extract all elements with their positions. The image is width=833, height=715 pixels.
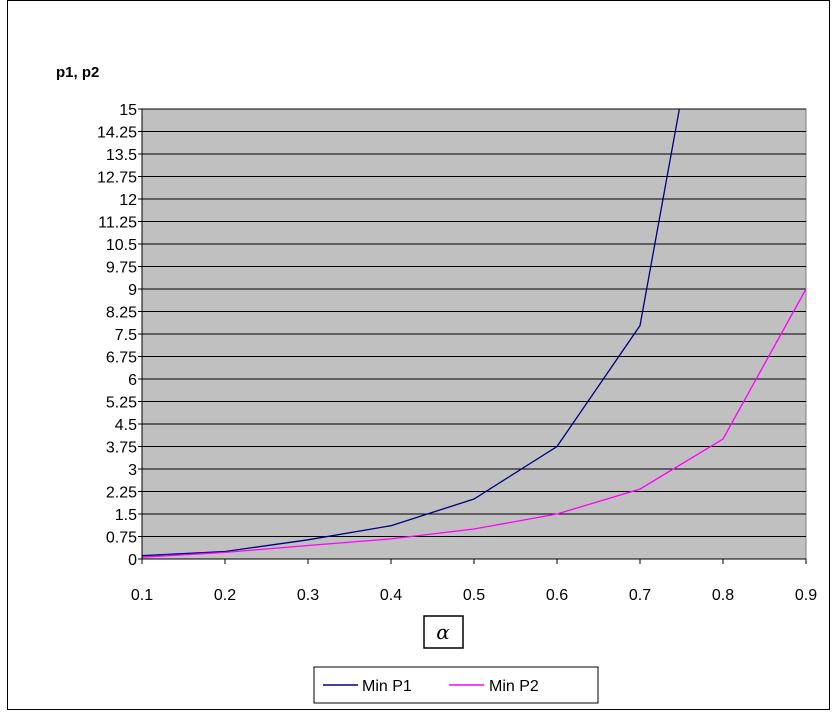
y-tick-label: 1.5 <box>115 507 137 524</box>
axes <box>138 108 807 564</box>
y-tick-label: 0 <box>128 552 137 569</box>
y-tick-label: 4.5 <box>115 417 137 434</box>
legend-label-1: Min P1 <box>362 678 412 695</box>
y-tick-label: 12 <box>119 192 137 209</box>
y-tick-labels: 0 0.75 1.5 2.25 3 3.75 4.5 5.25 6 6.75 7.5 8.25 9 9.7… <box>97 102 137 569</box>
x-tick-label: 0.4 <box>380 587 402 604</box>
y-tick-label: 15 <box>119 102 137 119</box>
x-tick-label: 0.6 <box>546 587 568 604</box>
x-tick-labels: 0.1 0.2 0.3 0.4 0.5 0.6 0.7 0.8 0.9 <box>131 587 817 604</box>
x-tick-label: 0.7 <box>629 587 651 604</box>
legend: Min P1 Min P2 <box>313 666 599 704</box>
x-tick-label: 0.5 <box>463 587 485 604</box>
y-tick-label: 10.5 <box>106 237 137 254</box>
x-axis-label-box <box>423 615 464 649</box>
y-tick-label: 5.25 <box>106 395 137 412</box>
x-axis-label: α <box>436 620 450 644</box>
y-tick-label: 6.75 <box>106 350 137 367</box>
y-tick-label: 6 <box>128 372 137 389</box>
y-tick-label: 9 <box>128 282 137 299</box>
y-tick-label: 3.75 <box>106 440 137 457</box>
y-tick-label: 12.75 <box>97 170 137 187</box>
x-tick-label: 0.8 <box>712 587 734 604</box>
gridlines <box>142 108 806 537</box>
series-line-2 <box>142 288 806 558</box>
y-tick-label: 9.75 <box>106 260 137 277</box>
y-tick-label: 0.75 <box>106 530 137 547</box>
x-tick-label: 0.2 <box>214 587 236 604</box>
y-tick-label: 11.25 <box>98 215 137 232</box>
legend-label-2: Min P2 <box>489 678 539 695</box>
y-tick-label: 2.25 <box>106 485 137 502</box>
series-line-1 <box>142 109 681 557</box>
y-tick-label: 3 <box>128 462 137 479</box>
series-group <box>142 109 806 558</box>
x-tick-label: 0.9 <box>795 587 817 604</box>
y-axis-label: p1, p2 <box>56 64 99 81</box>
y-tick-label: 7.5 <box>115 327 137 344</box>
y-tick-label: 14.25 <box>97 125 137 142</box>
x-tick-label: 0.3 <box>297 587 319 604</box>
y-tick-label: 13.5 <box>106 147 137 164</box>
y-tick-label: 8.25 <box>106 305 137 322</box>
x-tick-label: 0.1 <box>131 587 153 604</box>
